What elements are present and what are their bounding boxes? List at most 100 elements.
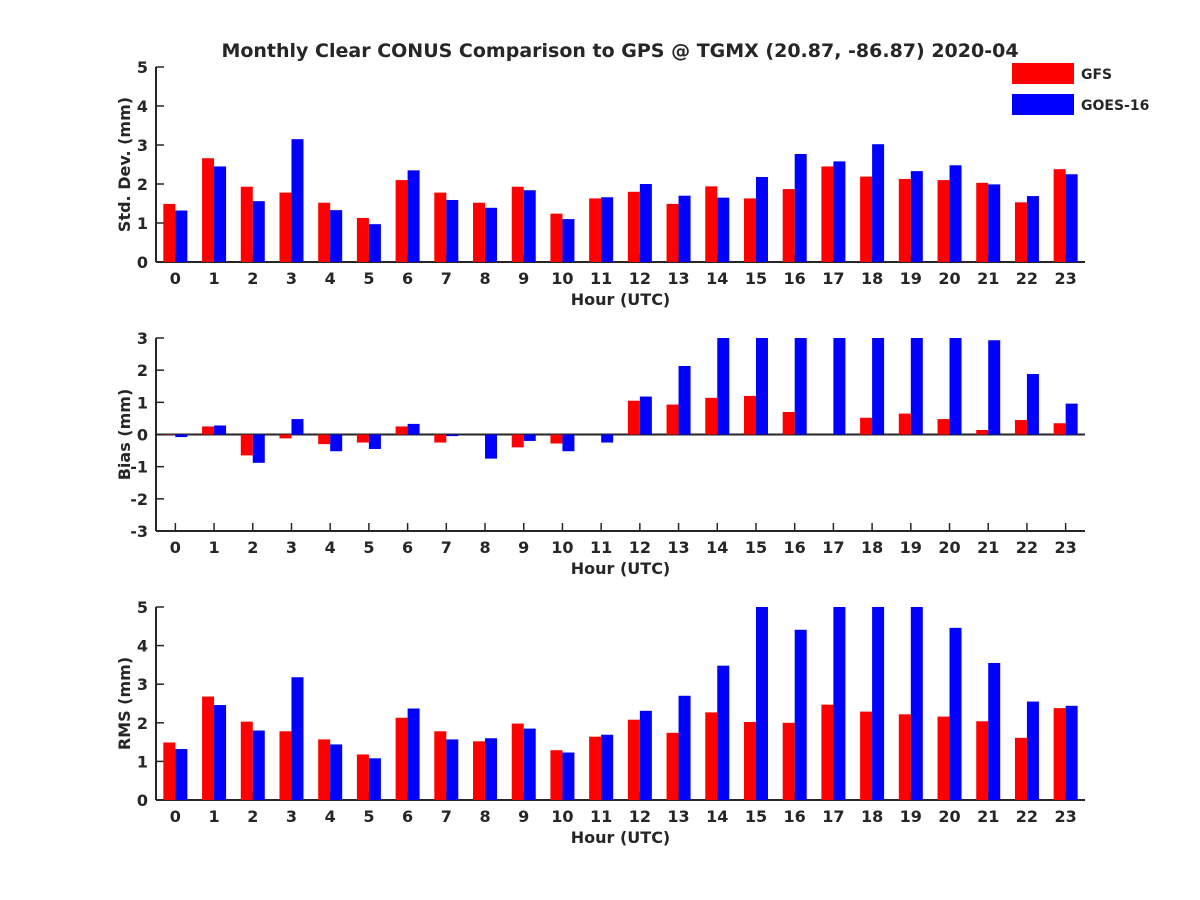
y-tick-label: 4 xyxy=(137,637,148,656)
bar-gfs-2 xyxy=(240,721,253,800)
bar-goes-16-17 xyxy=(833,161,846,262)
bar-goes-16-18 xyxy=(872,338,885,435)
bar-gfs-8 xyxy=(473,202,486,262)
x-tick-label: 23 xyxy=(1055,269,1077,288)
bar-gfs-1 xyxy=(202,426,215,435)
bar-goes-16-11 xyxy=(601,197,614,262)
bar-gfs-10 xyxy=(550,213,563,262)
y-tick-label: -3 xyxy=(130,522,148,541)
x-tick-label: 22 xyxy=(1016,807,1038,826)
x-tick-label: 5 xyxy=(363,807,374,826)
bar-goes-16-14 xyxy=(717,665,730,800)
x-tick-label: 5 xyxy=(363,538,374,557)
bar-gfs-18 xyxy=(860,711,873,800)
x-tick-label: 2 xyxy=(247,807,258,826)
bar-gfs-18 xyxy=(860,176,873,262)
bar-goes-16-15 xyxy=(755,338,768,435)
bar-gfs-20 xyxy=(937,180,950,262)
x-tick-label: 15 xyxy=(745,269,767,288)
y-tick-label: 1 xyxy=(137,214,148,233)
x-tick-label: 11 xyxy=(590,538,612,557)
bar-gfs-10 xyxy=(550,434,563,444)
x-axis-label: Hour (UTC) xyxy=(571,828,671,847)
bar-gfs-4 xyxy=(318,434,331,445)
bar-goes-16-9 xyxy=(523,434,536,441)
x-tick-label: 4 xyxy=(325,269,336,288)
y-tick-label: 0 xyxy=(137,253,148,272)
bar-goes-16-7 xyxy=(446,199,459,262)
bar-goes-16-3 xyxy=(291,677,304,800)
x-tick-label: 9 xyxy=(518,538,529,557)
bar-goes-16-3 xyxy=(291,419,304,435)
bar-gfs-13 xyxy=(666,404,679,435)
x-tick-label: 6 xyxy=(402,269,413,288)
bar-goes-16-7 xyxy=(446,434,459,437)
bar-goes-16-10 xyxy=(562,219,575,262)
x-tick-label: 21 xyxy=(977,538,999,557)
x-tick-label: 10 xyxy=(551,807,573,826)
x-tick-label: 20 xyxy=(938,538,960,557)
y-tick-label: 2 xyxy=(137,361,148,380)
chart-legend: GFS GOES-16 xyxy=(1012,63,1149,115)
bar-gfs-12 xyxy=(627,719,640,800)
bar-gfs-2 xyxy=(240,186,253,262)
bar-goes-16-21 xyxy=(988,340,1001,435)
x-tick-label: 8 xyxy=(479,807,490,826)
x-tick-label: 2 xyxy=(247,538,258,557)
bar-gfs-16 xyxy=(782,189,795,262)
bar-goes-16-22 xyxy=(1026,374,1039,435)
legend-swatch-gfs xyxy=(1012,63,1074,84)
x-tick-label: 9 xyxy=(518,269,529,288)
x-tick-label: 16 xyxy=(784,807,806,826)
bar-goes-16-14 xyxy=(717,338,730,435)
x-tick-label: 19 xyxy=(900,807,922,826)
y-tick-label: 2 xyxy=(137,175,148,194)
bar-gfs-5 xyxy=(356,217,369,262)
bar-goes-16-23 xyxy=(1065,705,1078,800)
y-tick-label: 3 xyxy=(137,136,148,155)
bar-gfs-5 xyxy=(356,754,369,800)
x-tick-label: 12 xyxy=(629,538,651,557)
bar-goes-16-23 xyxy=(1065,403,1078,435)
x-tick-label: 18 xyxy=(861,269,883,288)
bar-goes-16-17 xyxy=(833,607,846,800)
bar-goes-16-16 xyxy=(794,629,807,800)
x-tick-label: 8 xyxy=(479,269,490,288)
bar-goes-16-4 xyxy=(330,434,343,452)
y-axis-label: Bias (mm) xyxy=(115,389,134,481)
bar-goes-16-6 xyxy=(407,708,420,800)
y-axis-label: Std. Dev. (mm) xyxy=(115,97,134,232)
y-tick-label: 0 xyxy=(137,791,148,810)
bar-gfs-22 xyxy=(1014,202,1027,262)
x-tick-label: 3 xyxy=(286,538,297,557)
x-tick-label: 20 xyxy=(938,269,960,288)
bar-gfs-9 xyxy=(511,186,524,262)
bar-goes-16-9 xyxy=(523,728,536,800)
x-tick-label: 14 xyxy=(706,269,728,288)
bar-goes-16-10 xyxy=(562,752,575,800)
x-tick-label: 9 xyxy=(518,807,529,826)
bar-goes-16-5 xyxy=(368,434,381,449)
x-axis-label: Hour (UTC) xyxy=(571,559,671,578)
bar-goes-16-11 xyxy=(601,734,614,800)
legend-label: GFS xyxy=(1081,67,1112,83)
bar-gfs-6 xyxy=(395,717,408,800)
x-tick-label: 5 xyxy=(363,269,374,288)
bar-goes-16-6 xyxy=(407,170,420,262)
bar-gfs-7 xyxy=(434,731,447,800)
bar-goes-16-2 xyxy=(252,434,265,463)
x-tick-label: 7 xyxy=(441,269,452,288)
bar-goes-16-6 xyxy=(407,423,420,435)
y-axis-label: RMS (mm) xyxy=(115,657,134,750)
bar-gfs-4 xyxy=(318,739,331,800)
bar-goes-16-8 xyxy=(485,738,498,800)
x-tick-label: 4 xyxy=(325,807,336,826)
bar-gfs-16 xyxy=(782,722,795,800)
x-tick-label: 7 xyxy=(441,538,452,557)
bar-goes-16-20 xyxy=(949,627,962,800)
bar-goes-16-22 xyxy=(1026,701,1039,800)
x-tick-label: 11 xyxy=(590,269,612,288)
bar-gfs-15 xyxy=(743,198,756,262)
